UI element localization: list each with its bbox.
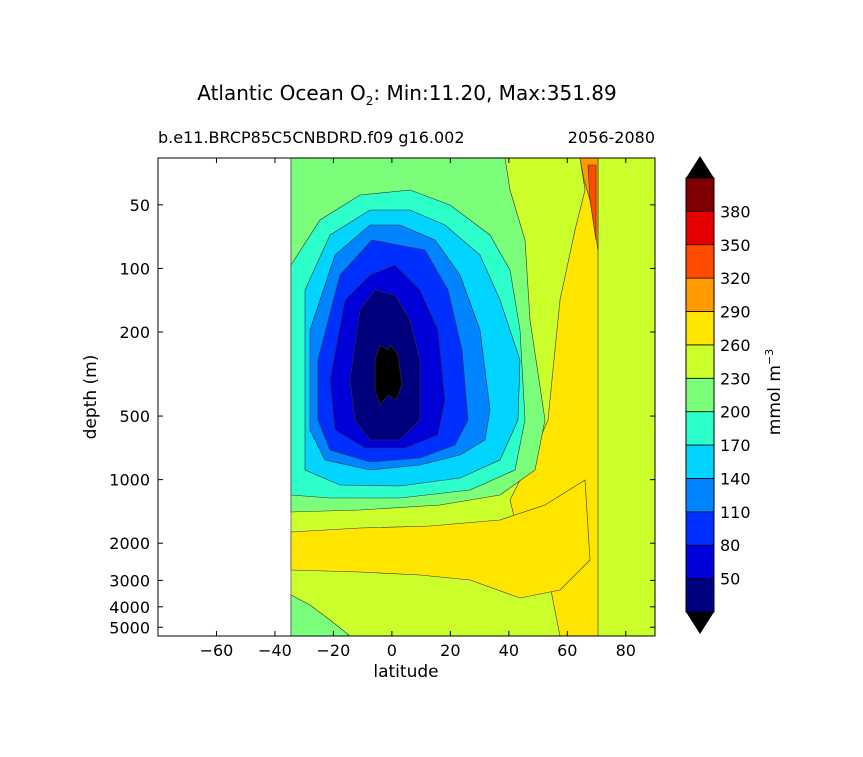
x-tick-label: 0	[387, 641, 397, 660]
band-below-20	[374, 344, 403, 406]
colorbar-tick-label: 290	[720, 303, 751, 322]
colorbar-segment	[686, 211, 714, 245]
colorbar-segment	[686, 278, 714, 312]
contour-field	[290, 158, 655, 636]
colorbar-label: mmol m−3	[763, 349, 785, 435]
y-tick-label: 100	[119, 259, 150, 278]
colorbar: 50 80 110 140 170 200 230 260 290 320 350 380	[685, 156, 751, 634]
colorbar-segment	[686, 378, 714, 412]
colorbar-segment	[686, 545, 714, 579]
band-bottom-patch	[290, 594, 351, 636]
x-axis-label: latitude	[373, 662, 438, 682]
colorbar-segment	[686, 511, 714, 546]
colorbar-tick-label: 80	[720, 536, 740, 555]
y-tick-label: 200	[119, 323, 150, 342]
chart-title: Atlantic Ocean O2: Min:11.20, Max:351.89	[197, 81, 617, 108]
band-260-290-deep	[290, 479, 591, 599]
colorbar-segment	[686, 411, 714, 446]
x-tick-label: −40	[258, 641, 292, 660]
chart-subtitle-left: b.e11.BRCP85C5CNBDRD.f09 g16.002	[158, 128, 465, 147]
x-axis: −60 −40 −20 0 20 40 60 80	[200, 158, 636, 660]
y-tick-label: 50	[130, 196, 150, 215]
x-tick-label: 20	[440, 641, 460, 660]
colorbar-frame	[685, 177, 715, 613]
y-tick-label: 4000	[109, 598, 150, 617]
colorbar-tick-label: 320	[720, 269, 751, 288]
colorbar-tick-label: 50	[720, 570, 740, 589]
y-axis-label: depth (m)	[81, 355, 101, 440]
x-tick-label: −60	[200, 641, 234, 660]
colorbar-tick-label: 260	[720, 336, 751, 355]
colorbar-extend-min	[686, 612, 714, 634]
x-tick-label: 40	[499, 641, 519, 660]
colorbar-segment	[686, 178, 714, 212]
y-tick-label: 1000	[109, 471, 150, 490]
colorbar-tick-label: 110	[720, 503, 751, 522]
colorbar-segment	[686, 478, 714, 512]
y-tick-label: 3000	[109, 571, 150, 590]
y-tick-label: 500	[119, 407, 150, 426]
band-320-350	[587, 164, 597, 241]
colorbar-segment	[686, 445, 714, 479]
colorbar-extend-max	[686, 156, 714, 178]
y-tick-label: 5000	[109, 618, 150, 637]
colorbar-tick-label: 170	[720, 436, 751, 455]
x-tick-label: 60	[557, 641, 577, 660]
colorbar-segment	[686, 578, 714, 612]
y-tick-label: 2000	[109, 534, 150, 553]
plot-frame	[157, 157, 656, 637]
colorbar-tick-label: 230	[720, 369, 751, 388]
x-tick-label: −20	[317, 641, 351, 660]
colorbar-segment	[686, 344, 714, 379]
colorbar-tick-label: 140	[720, 469, 751, 488]
colorbar-segment	[686, 244, 714, 279]
colorbar-tick-label: 200	[720, 403, 751, 422]
colorbar-tick-label: 350	[720, 236, 751, 255]
colorbar-tick-label: 380	[720, 202, 751, 221]
x-tick-label: 80	[616, 641, 636, 660]
chart-subtitle-right: 2056-2080	[568, 128, 655, 147]
colorbar-segment	[686, 311, 714, 345]
